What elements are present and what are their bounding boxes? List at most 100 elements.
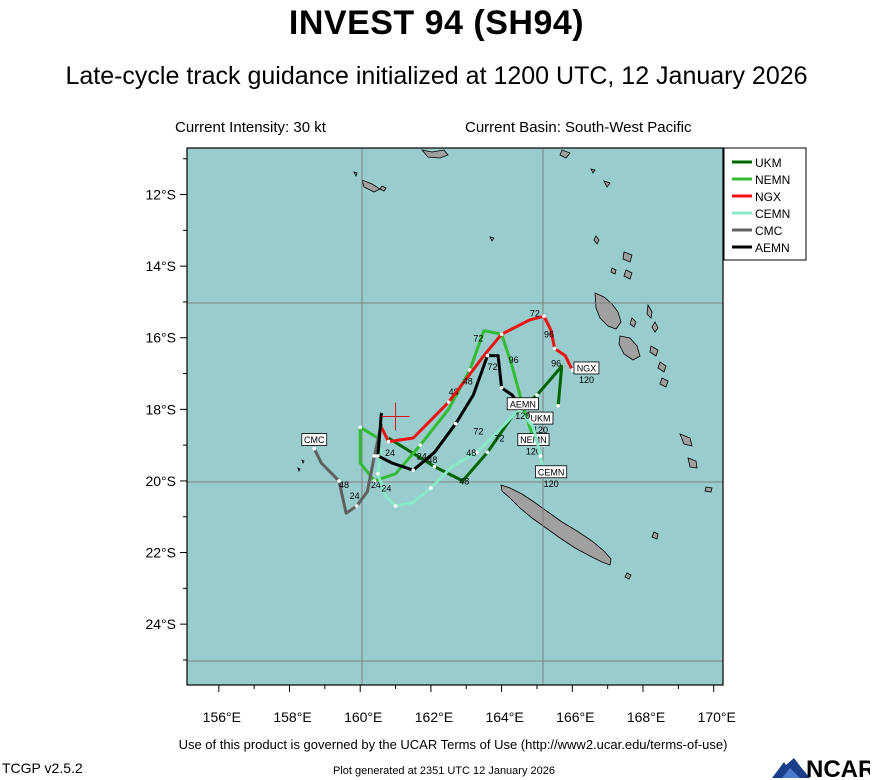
track-map: 12°S14°S16°S18°S20°S22°S24°S 156°E 158°E 1… (145, 147, 807, 725)
model-end-hour: 120 (533, 425, 548, 435)
track-point (499, 332, 504, 336)
forecast-hour-label: 96 (509, 355, 519, 365)
track-point (411, 468, 416, 473)
page-title: INVEST 94 (SH94) (288, 4, 585, 42)
forecast-hour-label: 72 (495, 434, 505, 444)
lon-tick-labels: 156°E 158°E 160°E 162°E 164°E 166°E 168°E 170°E (203, 709, 736, 725)
track-point (429, 486, 433, 490)
lat-tick-label: 16°S (145, 330, 176, 346)
generated-timestamp: Plot generated at 2351 UTC 12 January 20… (333, 765, 555, 777)
legend-entry: NGX (755, 190, 781, 204)
track-point (475, 450, 479, 455)
track-point (393, 504, 398, 508)
model-tracks: 24487296UKM12024487296NEMN120487296NGX12… (301, 308, 600, 515)
forecast-hour-label: 48 (466, 448, 476, 458)
track-point (499, 386, 504, 390)
forecast-hour-label: 24 (350, 491, 360, 501)
track-point (535, 393, 539, 397)
current-basin: Current Basin: South-West Pacific (465, 119, 692, 136)
model-end-label-box (573, 361, 600, 375)
forecast-hour-label: 72 (487, 362, 497, 372)
model-end-hour: 120 (526, 447, 541, 457)
lon-tick-label: 170°E (698, 709, 736, 725)
legend-box (723, 147, 807, 261)
model-end-label: NGX (577, 363, 597, 373)
forecast-hour-label: 48 (449, 387, 459, 397)
track-line (387, 364, 564, 483)
track-line (312, 423, 383, 515)
legend-entry: NEMN (755, 173, 790, 187)
forecast-hour-label: 96 (544, 330, 554, 340)
legend-entry: CMC (755, 224, 783, 238)
forecast-hour-label: 24 (385, 448, 395, 458)
track-point (453, 421, 458, 426)
new-caledonia (500, 484, 612, 566)
lon-tick-label: 160°E (344, 709, 382, 725)
forecast-hour-label: 48 (459, 477, 469, 487)
lon-tick-label: 164°E (485, 709, 523, 725)
forecast-hour-label: 48 (427, 455, 437, 465)
lon-tick-label: 162°E (415, 709, 453, 725)
land-masses (297, 149, 713, 580)
lat-tick-label: 20°S (145, 473, 176, 489)
model-end-hour: 120 (515, 411, 530, 421)
lon-tick-label: 168°E (627, 709, 665, 725)
lat-tick-label: 14°S (145, 258, 176, 274)
track-line (380, 314, 574, 444)
model-end-label: CMC (304, 435, 325, 445)
page-subtitle: Late-cycle track guidance initialized at… (65, 62, 808, 90)
track-point (312, 446, 317, 451)
lat-tick-label: 22°S (145, 545, 176, 561)
track-point (372, 454, 377, 458)
espiritu-santo (594, 292, 622, 330)
model-end-label: CEMN (538, 467, 565, 477)
lat-tick-label: 12°S (145, 187, 176, 203)
forecast-hour-label: 48 (339, 480, 349, 490)
initial-position-marker (381, 402, 410, 431)
track-point (354, 504, 359, 508)
legend: UKM NEMN NGX CEMN CMC AEMN (723, 147, 807, 261)
track-ngx: 48 72 96 NGX 120 (380, 308, 600, 444)
lon-tick-label: 158°E (273, 709, 311, 725)
track-point (446, 400, 451, 404)
model-end-label: UKM (531, 414, 551, 424)
forecast-hour-label: 24 (381, 484, 391, 494)
terms-of-use: Use of this product is governed by the U… (178, 737, 728, 752)
version-label: TCGP v2.5.2 (2, 760, 83, 776)
lon-tick-label: 156°E (203, 709, 241, 725)
track-point (372, 479, 377, 483)
track-point (542, 314, 546, 319)
lat-tick-label: 24°S (145, 616, 176, 632)
track-point (485, 450, 490, 455)
current-intensity: Current Intensity: 30 kt (175, 119, 326, 136)
track-point (386, 439, 391, 444)
model-end-label-box (301, 433, 328, 446)
legend-entry: UKM (755, 156, 782, 170)
track-point (552, 346, 557, 351)
model-end-hour: 120 (579, 375, 594, 385)
ncar-logo-mountain-icon (772, 758, 810, 778)
track-point (570, 368, 575, 372)
track-point (418, 443, 423, 447)
forecast-hour-label: 72 (530, 308, 540, 318)
forecast-hour-label: 24 (371, 480, 381, 490)
ncar-logo: NCAR (772, 756, 870, 780)
model-end-label: NEMN (520, 435, 547, 445)
track-point (376, 454, 380, 458)
ocean (187, 148, 723, 685)
lon-tick-marks (218, 685, 715, 692)
forecast-hour-label: 24 (417, 451, 427, 461)
lat-tick-labels: 12°S 14°S 16°S 18°S 20°S 22°S 24°S (145, 187, 176, 633)
model-end-hour: 120 (544, 479, 559, 489)
model-end-label: AEMN (510, 399, 536, 409)
forecast-hour-label: 96 (551, 358, 561, 368)
track-point (556, 403, 560, 408)
track-point (485, 353, 490, 358)
forecast-hour-label: 72 (473, 426, 483, 436)
legend-entry: AEMN (755, 241, 790, 255)
forecast-hour-label: 48 (463, 376, 473, 386)
